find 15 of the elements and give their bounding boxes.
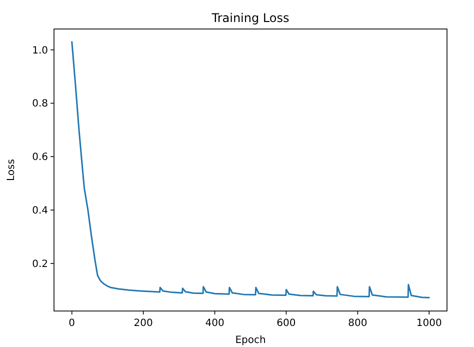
x-axis-title: Epoch xyxy=(235,335,266,346)
x-tick-label: 800 xyxy=(348,318,368,329)
y-tick-label: 0.8 xyxy=(32,98,48,110)
y-tick-label: 0.6 xyxy=(32,152,48,164)
y-axis-title: Loss xyxy=(6,159,17,181)
x-tick-label: 600 xyxy=(276,318,296,329)
y-tick-label: 0.4 xyxy=(32,206,48,217)
x-tick-label: 400 xyxy=(205,318,224,329)
x-tick-label: 1000 xyxy=(416,318,442,329)
y-tick-label: 1.0 xyxy=(32,45,48,56)
x-tick-label: 0 xyxy=(68,318,76,329)
x-tick-label: 200 xyxy=(134,318,153,329)
line-series xyxy=(71,41,430,298)
chart-title: Training Loss xyxy=(210,11,290,25)
y-tick-label: 0.2 xyxy=(32,258,48,270)
